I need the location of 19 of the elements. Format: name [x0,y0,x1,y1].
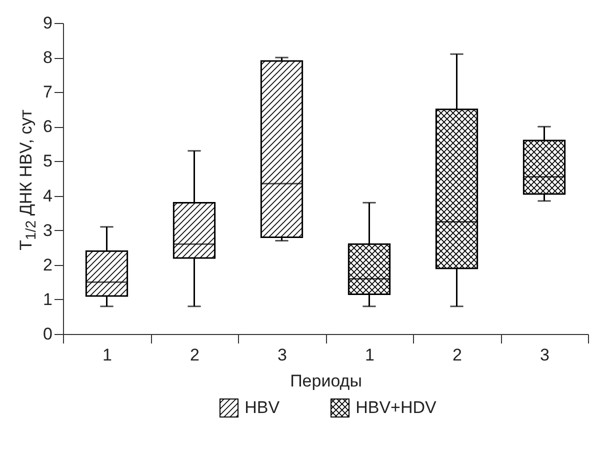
x-axis-title: Периоды [290,372,362,390]
x-tick-label: 1 [365,346,374,364]
y-tick-label: 2 [43,255,52,274]
legend-label: HBV [244,398,280,418]
y-tick-label: 3 [43,220,52,240]
x-tick-label: 2 [452,346,462,364]
x-tick-label: 1 [102,346,112,364]
y-tick-label: 8 [43,48,52,68]
y-tick-label: 5 [43,152,52,171]
y-tick-label: 6 [43,117,52,136]
y-tick-label: 9 [43,14,52,32]
x-tick-label: 2 [190,346,200,364]
y-tick-label: 0 [43,324,52,344]
x-tick-label: 3 [278,346,287,364]
y-tick-label: 7 [43,82,52,102]
y-tick-label: 1 [43,290,52,309]
legend-label: HBV+HDV [356,398,436,418]
x-tick-label: 3 [540,346,550,364]
y-tick-label: 4 [43,186,52,206]
